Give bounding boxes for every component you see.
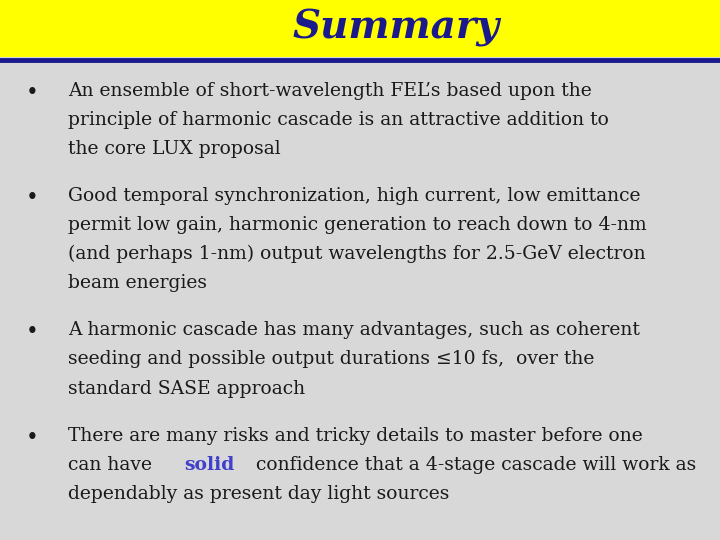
Text: Good temporal synchronization, high current, low emittance: Good temporal synchronization, high curr…	[68, 187, 641, 205]
Text: standard SASE approach: standard SASE approach	[68, 380, 305, 397]
Text: confidence that a 4-stage cascade will work as: confidence that a 4-stage cascade will w…	[250, 456, 696, 474]
Text: dependably as present day light sources: dependably as present day light sources	[68, 485, 450, 503]
Text: the core LUX proposal: the core LUX proposal	[68, 140, 281, 158]
Text: •: •	[26, 321, 39, 343]
FancyBboxPatch shape	[0, 0, 720, 57]
Text: •: •	[26, 187, 39, 209]
Text: Summary: Summary	[292, 9, 500, 48]
Text: solid: solid	[184, 456, 235, 474]
Text: (and perhaps 1-nm) output wavelengths for 2.5-GeV electron: (and perhaps 1-nm) output wavelengths fo…	[68, 245, 646, 264]
Text: •: •	[26, 427, 39, 449]
Text: principle of harmonic cascade is an attractive addition to: principle of harmonic cascade is an attr…	[68, 111, 609, 129]
Text: seeding and possible output durations ≤10 fs,  over the: seeding and possible output durations ≤1…	[68, 350, 595, 368]
Text: can have: can have	[68, 456, 158, 474]
Text: There are many risks and tricky details to master before one: There are many risks and tricky details …	[68, 427, 643, 444]
Text: •: •	[26, 82, 39, 104]
Text: beam energies: beam energies	[68, 274, 207, 292]
Text: An ensemble of short-wavelength FEL’s based upon the: An ensemble of short-wavelength FEL’s ba…	[68, 82, 592, 99]
Text: permit low gain, harmonic generation to reach down to 4-nm: permit low gain, harmonic generation to …	[68, 216, 647, 234]
Text: A harmonic cascade has many advantages, such as coherent: A harmonic cascade has many advantages, …	[68, 321, 640, 339]
